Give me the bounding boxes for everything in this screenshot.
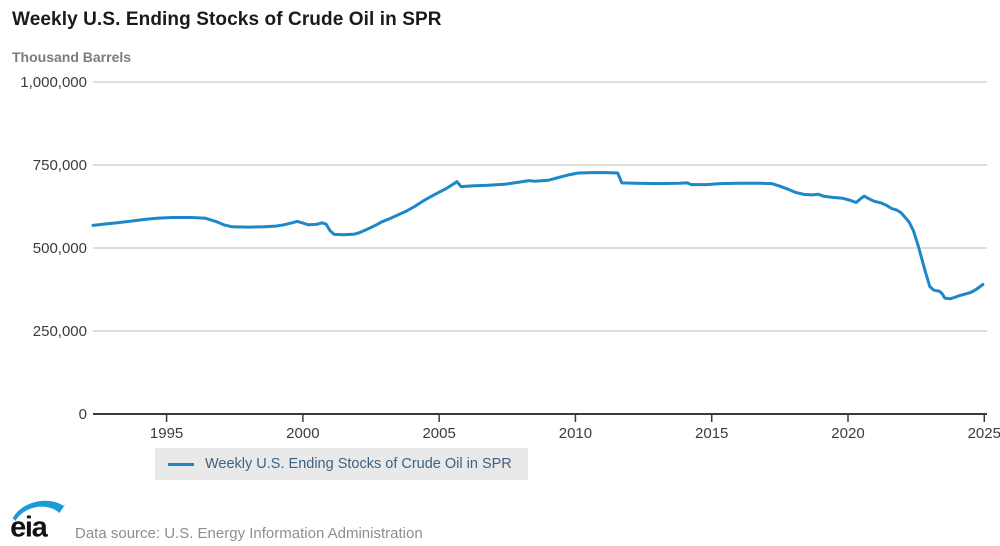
x-axis-tick-label: 2025 — [968, 425, 1000, 442]
chart-svg[interactable]: 0 250,000 500,000 750,000 1,000,000 1995 2000 2… — [0, 0, 1000, 460]
x-axis-tick-label: 2020 — [831, 425, 864, 442]
x-axis-tick-label: 2015 — [695, 425, 728, 442]
x-axis-tick-label: 2000 — [286, 425, 319, 442]
eia-logo-text: eia — [10, 512, 49, 542]
y-axis-tick-label: 0 — [79, 406, 87, 423]
series-line-spr-stocks[interactable] — [91, 171, 985, 301]
legend-label: Weekly U.S. Ending Stocks of Crude Oil i… — [205, 456, 512, 472]
y-axis-tick-label: 1,000,000 — [20, 74, 87, 91]
legend-item-spr-stocks[interactable]: Weekly U.S. Ending Stocks of Crude Oil i… — [155, 448, 528, 480]
eia-logo-swoosh-icon — [12, 500, 66, 521]
x-axis-tick-label: 2010 — [559, 425, 592, 442]
y-axis-tick-label: 750,000 — [33, 157, 87, 174]
eia-logo[interactable]: eia — [8, 498, 72, 542]
legend-line-swatch — [168, 462, 194, 466]
data-source-text: Data source: U.S. Energy Information Adm… — [75, 525, 423, 542]
chart-title: Weekly U.S. Ending Stocks of Crude Oil i… — [12, 9, 442, 30]
x-axis-tick-label: 1995 — [150, 425, 183, 442]
x-axis-tick-label: 2005 — [422, 425, 455, 442]
y-axis-tick-label: 500,000 — [33, 240, 87, 257]
y-axis-tick-label: 250,000 — [33, 323, 87, 340]
plot-area[interactable]: 0 250,000 500,000 750,000 1,000,000 1995 2000 2… — [0, 0, 1000, 460]
y-axis-units-label: Thousand Barrels — [12, 49, 132, 65]
